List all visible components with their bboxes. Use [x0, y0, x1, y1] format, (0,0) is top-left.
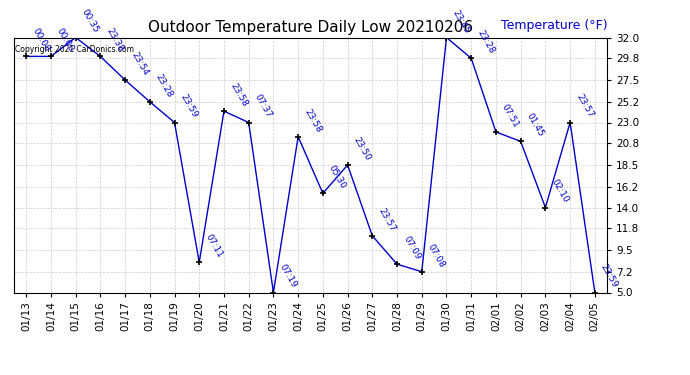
- Text: 07:08: 07:08: [426, 242, 446, 269]
- Text: 01:45: 01:45: [525, 112, 546, 139]
- Text: 07:51: 07:51: [500, 102, 521, 129]
- Text: 07:11: 07:11: [204, 232, 224, 260]
- Text: 00:00: 00:00: [55, 27, 76, 54]
- Text: 23:59: 23:59: [179, 93, 199, 120]
- Text: 23:57: 23:57: [574, 93, 595, 120]
- Text: 00:00: 00:00: [30, 27, 51, 54]
- Text: Temperature (°F): Temperature (°F): [500, 20, 607, 32]
- Text: 23:50: 23:50: [352, 135, 373, 162]
- Title: Outdoor Temperature Daily Low 20210206: Outdoor Temperature Daily Low 20210206: [148, 20, 473, 35]
- Text: 23:38: 23:38: [104, 27, 125, 54]
- Text: 23:58: 23:58: [228, 82, 249, 108]
- Text: Copyright 2021 CarDonics.com: Copyright 2021 CarDonics.com: [15, 45, 134, 54]
- Text: 07:19: 07:19: [277, 263, 298, 290]
- Text: 07:37: 07:37: [253, 93, 274, 120]
- Text: 23:28: 23:28: [475, 29, 496, 56]
- Text: 23:58: 23:58: [302, 107, 323, 134]
- Text: 00:35: 00:35: [80, 8, 101, 35]
- Text: 23:28: 23:28: [154, 72, 175, 99]
- Text: 23:59: 23:59: [599, 263, 620, 290]
- Text: 23:54: 23:54: [129, 51, 150, 77]
- Text: 02:10: 02:10: [549, 178, 570, 205]
- Text: 05:30: 05:30: [327, 164, 348, 190]
- Text: 23:45: 23:45: [451, 8, 471, 35]
- Text: 23:57: 23:57: [377, 206, 397, 233]
- Text: 07:09: 07:09: [401, 234, 422, 261]
